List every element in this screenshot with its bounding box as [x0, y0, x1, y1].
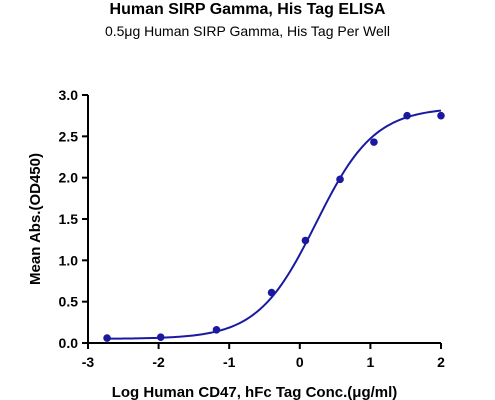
chart-title: Human SIRP Gamma, His Tag ELISA — [109, 1, 386, 18]
y-tick-label: 1.0 — [59, 252, 79, 268]
y-tick-label: 0.5 — [59, 294, 79, 310]
data-points-layer — [103, 111, 445, 342]
x-tick-label: -1 — [223, 354, 236, 370]
data-point — [437, 111, 445, 120]
x-tick-label: 0 — [296, 354, 304, 370]
x-tick-label: -3 — [82, 354, 95, 370]
fit-curve-layer — [107, 109, 442, 340]
y-tick-label: 2.0 — [59, 170, 79, 186]
data-point — [103, 334, 111, 342]
y-tick-label: 1.5 — [59, 211, 79, 227]
x-tick-label: 1 — [367, 354, 375, 370]
y-tick-label: 2.5 — [59, 128, 79, 144]
x-tick-label: -2 — [152, 354, 165, 370]
data-point — [267, 288, 276, 297]
data-point — [212, 325, 221, 334]
y-tick-label: 0.0 — [59, 335, 79, 351]
data-point — [403, 111, 411, 120]
x-tick-label: 2 — [437, 354, 445, 370]
y-tick-label: 3.0 — [59, 87, 79, 103]
y-axis-label: Mean Abs.(OD450) — [27, 153, 44, 285]
axes: -3 -2 -1 0 1 2 0.0 0.5 1.0 1.5 2.0 2.5 3.0 — [59, 87, 446, 370]
data-point — [336, 175, 344, 184]
chart-subtitle: 0.5μg Human SIRP Gamma, His Tag Per Well — [104, 23, 391, 39]
fit-curve — [107, 109, 442, 340]
data-point — [301, 236, 310, 245]
data-point — [370, 138, 378, 146]
data-point — [156, 333, 165, 342]
x-axis-label: Log Human CD47, hFc Tag Conc.(μg/ml) — [112, 384, 398, 400]
